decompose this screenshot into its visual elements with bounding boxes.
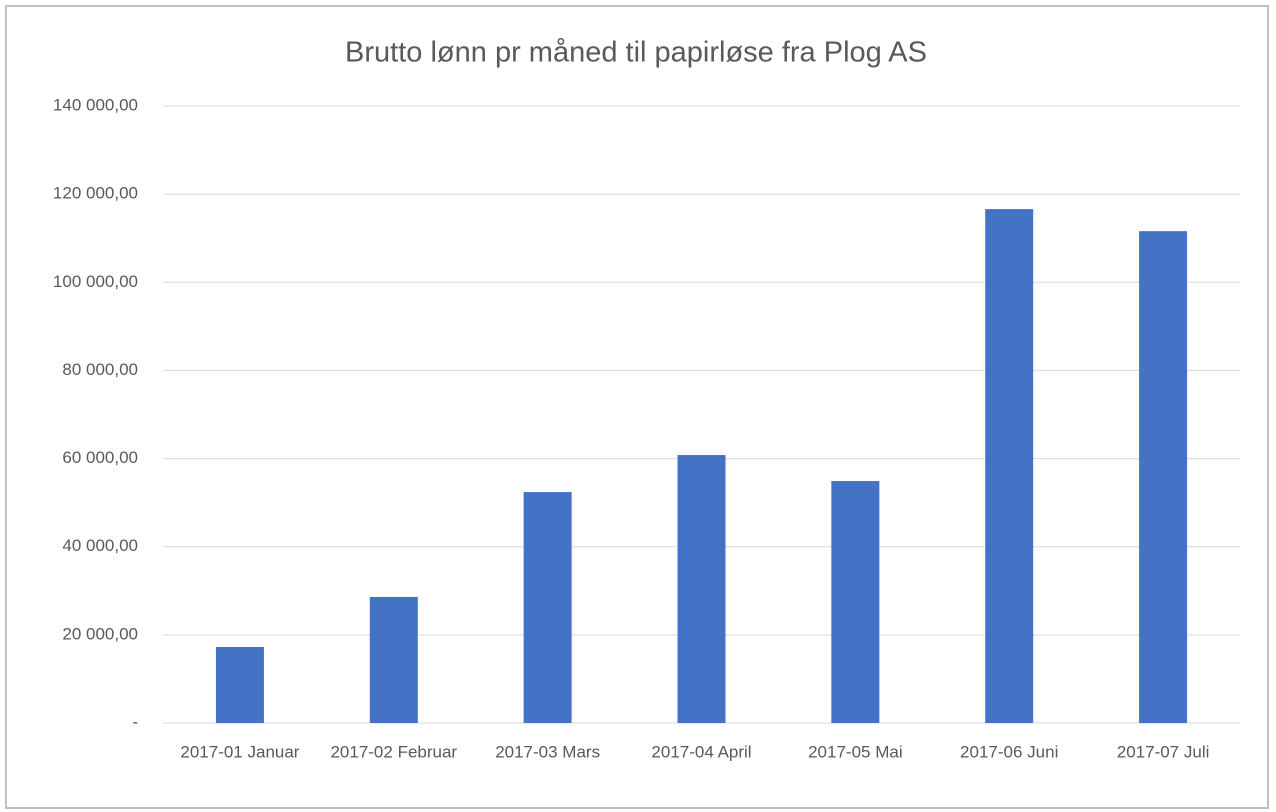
y-tick-label: 40 000,00 [62,536,138,555]
chart-frame [5,5,1269,809]
bar [831,481,880,723]
y-tick-label: 120 000,00 [53,184,138,203]
x-tick-label: 2017-06 Juni [960,742,1058,761]
y-tick-label: - [132,712,138,731]
y-tick-label: 80 000,00 [62,360,138,379]
x-tick-label: 2017-05 Mai [808,742,903,761]
x-tick-label: 2017-07 Juli [1117,742,1210,761]
y-tick-label: 100 000,00 [53,272,138,291]
bar [523,492,572,723]
x-tick-label: 2017-04 April [651,742,751,761]
bar [1139,231,1188,724]
x-tick-label: 2017-02 Februar [330,742,457,761]
y-tick-label: 140 000,00 [53,95,138,114]
bar [215,646,264,723]
x-tick-label: 2017-01 Januar [180,742,299,761]
y-tick-label: 20 000,00 [62,624,138,643]
x-tick-label: 2017-03 Mars [495,742,600,761]
y-tick-label: 60 000,00 [62,448,138,467]
chart-title: Brutto lønn pr måned til papirløse fra P… [345,37,927,69]
bar [369,596,418,723]
bar [985,209,1034,723]
bar [677,455,726,723]
